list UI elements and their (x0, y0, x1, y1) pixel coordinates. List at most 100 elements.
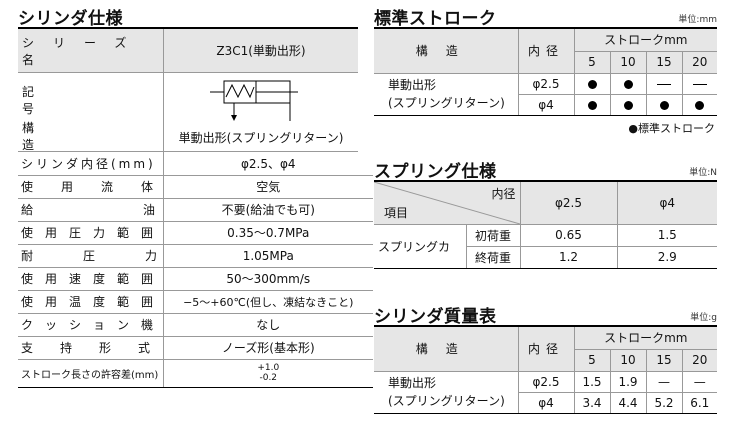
std-mark (682, 94, 717, 115)
std-col-bore: 内径 (518, 29, 574, 73)
std-structure-cell: 単動出形 (スプリングリターン) (374, 73, 518, 115)
standard-stroke-dot-icon (660, 101, 669, 110)
dash-icon (693, 84, 707, 85)
tolerance-value: +1.0 -0.2 (163, 359, 373, 387)
spec-row-fluid: 使用流体空気 (18, 175, 373, 198)
spec-label-text: 使用速度範囲 (21, 272, 163, 286)
spec-label: クッション機構 (18, 313, 163, 336)
mass-value: — (682, 371, 717, 392)
std-col-bore-text: 内径 (528, 44, 564, 58)
spec-label: 使用流体 (18, 175, 163, 198)
spec-row-lubrication: 給油不要(給油でも可) (18, 198, 373, 221)
structure-label: 構造 (22, 119, 157, 153)
cylinder-symbol-icon (204, 77, 314, 127)
mass-bore-25: φ2.5 (518, 371, 574, 392)
spring-spec-unit: 単位:N (689, 165, 717, 178)
tolerance-minus: -0.2 (164, 373, 374, 383)
spec-value: −5〜+60℃(但し、凍結なきこと) (163, 290, 373, 313)
spec-row-temp-range: 使用温度範囲−5〜+60℃(但し、凍結なきこと) (18, 290, 373, 313)
mass-structure-1: 単動出形 (388, 374, 518, 392)
symbol-label: 記号 (22, 83, 157, 117)
spring-final-4: 2.9 (617, 246, 717, 268)
spec-row-speed-range: 使用速度範囲50〜300mm/s (18, 267, 373, 290)
mass-col-stroke: ストロークmm (574, 327, 717, 349)
spec-label-text: 耐圧力 (21, 249, 163, 263)
series-row: シリーズ名 Z3C1(単動出形) (18, 29, 358, 73)
series-label: シリーズ名 (18, 29, 163, 72)
spring-spec-title: スプリング仕様 (374, 157, 497, 182)
series-value: Z3C1(単動出形) (163, 29, 358, 72)
spec-value: 50〜300mm/s (163, 267, 373, 290)
symbol-structure-labels: 記号 構造 (18, 73, 163, 151)
spec-label-text: クッション機構 (21, 318, 163, 332)
spec-label: 使用速度範囲 (18, 267, 163, 290)
standard-stroke-dot-icon (695, 101, 704, 110)
spec-row-mounting: 支持形式ノーズ形(基本形) (18, 336, 373, 359)
symbol-structure-row: 記号 構造 単動出形(スプリングリターン) (18, 73, 358, 152)
symbol-structure-value: 単動出形(スプリングリターン) (163, 73, 358, 151)
std-mark (574, 94, 610, 115)
std-stroke-5: 5 (574, 51, 610, 73)
structure-label-text: 構造 (22, 119, 157, 153)
standard-stroke-dot-icon (624, 80, 633, 89)
spec-value: φ2.5、φ4 (163, 152, 373, 175)
spec-row-bore: シリンダ内径(mm) φ2.5、φ4 (18, 152, 373, 175)
spring-initial-4: 1.5 (617, 224, 717, 246)
std-stroke-20: 20 (682, 51, 717, 73)
mass-col-structure-text: 構造 (416, 342, 476, 356)
spec-label: 耐圧力 (18, 244, 163, 267)
mass-stroke-20: 20 (682, 349, 717, 371)
spec-value: 1.05MPa (163, 244, 373, 267)
spec-value: 空気 (163, 175, 373, 198)
mass-col-structure: 構造 (374, 327, 518, 371)
spec-row-cushion: クッション機構なし (18, 313, 373, 336)
std-col-structure-text: 構造 (416, 44, 476, 58)
spec-label-text: 使用流体 (21, 180, 163, 194)
spring-corner: 内径 項目 (374, 182, 520, 224)
spring-spec-table: 内径 項目 φ2.5 φ4 スプリングカ 初荷重 0.65 1.5 終荷重 1.… (374, 182, 717, 269)
mass-bore-4: φ4 (518, 392, 574, 413)
spec-label-text: 使用温度範囲 (21, 295, 163, 309)
spec-label-text: 給油 (21, 203, 163, 217)
std-structure-1: 単動出形 (388, 76, 518, 94)
spring-corner-top: 内径 (491, 185, 515, 202)
mass-stroke-10: 10 (610, 349, 646, 371)
std-mark (646, 94, 682, 115)
standard-stroke-dot-icon (588, 80, 597, 89)
spec-value: 0.35〜0.7MPa (163, 221, 373, 244)
mass-value: 3.4 (574, 392, 610, 413)
std-col-stroke: ストロークmm (574, 29, 717, 51)
mass-stroke-5: 5 (574, 349, 610, 371)
mass-value: 5.2 (646, 392, 682, 413)
mass-col-bore-text: 内径 (528, 342, 564, 356)
mass-value: — (646, 371, 682, 392)
mass-col-bore: 内径 (518, 327, 574, 371)
spec-label: 使用温度範囲 (18, 290, 163, 313)
spec-label: 使用圧力範囲 (18, 221, 163, 244)
std-mark (574, 73, 610, 94)
mass-value: 1.9 (610, 371, 646, 392)
spring-corner-bottom: 項目 (384, 204, 408, 221)
std-stroke-table: 構造 内径 ストロークmm 5 10 15 20 単動出形 (スプリングリターン… (374, 29, 717, 116)
spring-final-25: 1.2 (520, 246, 617, 268)
spec-label-text: 使用圧力範囲 (21, 226, 163, 240)
tolerance-plus: +1.0 (164, 363, 374, 373)
spring-initial-25: 0.65 (520, 224, 617, 246)
cylinder-spec-title: シリンダ仕様 (18, 4, 123, 29)
std-col-structure: 構造 (374, 29, 518, 73)
std-stroke-15: 15 (646, 51, 682, 73)
spec-label: シリンダ内径(mm) (18, 152, 163, 175)
mass-table-unit: 単位:g (690, 310, 717, 323)
spring-bore-25: φ2.5 (520, 182, 617, 224)
symbol-label-text: 記号 (22, 83, 157, 117)
spec-value: 不要(給油でも可) (163, 198, 373, 221)
spec-value: なし (163, 313, 373, 336)
tolerance-label: ストローク長さの許容差(mm) (18, 359, 163, 387)
std-bore-4: φ4 (518, 94, 574, 115)
std-stroke-title: 標準ストローク (374, 4, 497, 29)
spec-label-text: 支持形式 (21, 341, 163, 355)
std-structure-2: (スプリングリターン) (388, 94, 518, 112)
mass-structure-cell: 単動出形 (スプリングリターン) (374, 371, 518, 413)
spec-rows: シリンダ内径(mm) φ2.5、φ4 使用流体空気 給油不要(給油でも可) 使用圧… (18, 152, 373, 388)
spec-label-text: シリンダ内径(mm) (21, 155, 156, 172)
